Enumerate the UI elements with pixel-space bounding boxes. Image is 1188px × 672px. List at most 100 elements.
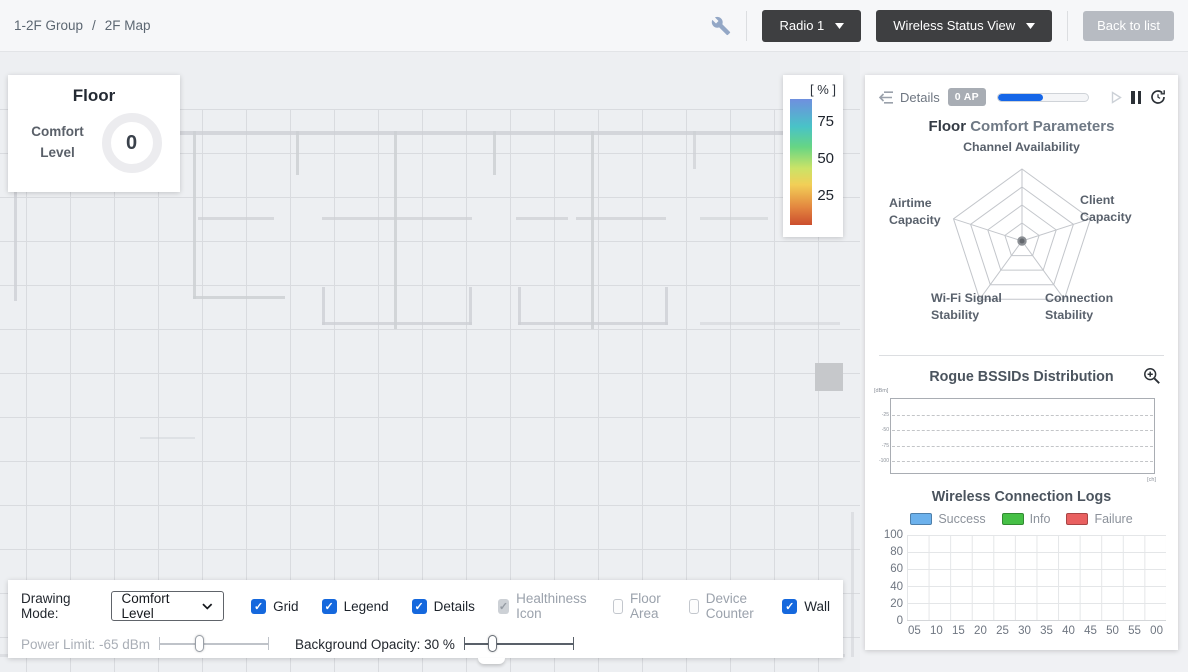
radar-axis-client-capacity: Client Capacity xyxy=(1080,193,1132,224)
checkbox-box: ✓ xyxy=(321,598,337,614)
legend-tick: 25 xyxy=(817,187,834,204)
background-opacity-label: Background Opacity: 30 % xyxy=(295,636,455,652)
wall-line xyxy=(14,131,840,135)
comfort-level-value: 0 xyxy=(125,131,138,154)
wall-line xyxy=(851,512,854,657)
legend-tick: 50 xyxy=(817,150,834,167)
breadcrumb: 1-2F Group / 2F Map xyxy=(14,18,151,33)
checkbox-box: ✓ xyxy=(782,598,798,614)
wall-line xyxy=(469,287,472,325)
wrench-icon[interactable] xyxy=(711,16,731,36)
checkbox-box xyxy=(689,598,699,614)
pause-button[interactable] xyxy=(1131,90,1141,104)
wall-line xyxy=(518,322,668,325)
comfort-parameters-title: Floor Comfort Parameters xyxy=(928,118,1115,135)
zoom-in-icon[interactable] xyxy=(1143,367,1161,388)
legend-swatch-failure xyxy=(1066,513,1089,525)
view-mode-value: Wireless Status View xyxy=(893,18,1016,33)
collapse-left-icon xyxy=(878,90,893,104)
chevron-down-icon xyxy=(835,22,845,29)
map-toolbar: Drawing Mode: Comfort Level ✓ Grid ✓ Legen… xyxy=(8,580,843,664)
highlighted-grid-cell xyxy=(815,363,843,391)
logs-section-title: Wireless Connection Logs xyxy=(931,489,1112,505)
rogue-y-tick: -25 xyxy=(881,411,889,418)
rogue-y-tick: -75 xyxy=(881,442,889,449)
color-scale-legend: [ % ] 75 50 25 xyxy=(783,75,843,237)
toolbar-collapse-handle[interactable] xyxy=(478,658,505,664)
radar-axis-airtime-capacity: Airtime Capacity xyxy=(889,196,941,227)
breadcrumb-group[interactable]: 1-2F Group xyxy=(14,18,84,33)
checkbox-box: ✓ xyxy=(497,598,510,614)
logs-x-axis: 05 10 15 20 25 30 35 40 45 50 55 00 xyxy=(908,625,1163,637)
gridline xyxy=(892,445,1153,447)
checkbox-box: ✓ xyxy=(251,598,267,614)
wall-line xyxy=(493,131,496,175)
rogue-section-title: Rogue BSSIDs Distribution xyxy=(929,369,1114,385)
details-panel: Details 0 AP Floor Comfort Parameters xyxy=(865,75,1178,650)
floor-comfort-card: Floor Comfort Level 0 xyxy=(8,75,180,192)
play-button[interactable] xyxy=(1111,90,1122,104)
rogue-bssids-section: Rogue BSSIDs Distribution [dBm] -25 -50 … xyxy=(865,367,1178,483)
logs-chart: 100 80 60 40 20 0 xyxy=(873,529,1166,627)
details-collapse-control[interactable]: Details xyxy=(877,90,940,105)
wall-line xyxy=(518,287,521,325)
floor-card-title: Floor xyxy=(72,86,116,105)
checkbox-details[interactable]: ✓ Details xyxy=(411,598,475,614)
wall-line xyxy=(700,217,768,220)
refresh-timer-button[interactable] xyxy=(1150,89,1166,105)
drawing-mode-select[interactable]: Comfort Level xyxy=(110,591,225,621)
radio-dropdown[interactable]: Radio 1 xyxy=(762,9,862,42)
wall-line xyxy=(322,217,472,220)
wall-line xyxy=(516,217,568,220)
radar-data-point xyxy=(1016,236,1027,246)
section-divider xyxy=(879,355,1164,356)
logs-y-axis: 100 80 60 40 20 0 xyxy=(883,529,903,627)
color-gradient-bar xyxy=(790,99,812,225)
wall-line xyxy=(576,217,666,220)
checkbox-box: ✓ xyxy=(411,598,427,614)
wall-line xyxy=(322,287,325,325)
wall-line xyxy=(14,131,17,301)
power-limit-slider xyxy=(159,634,270,654)
checkbox-legend[interactable]: ✓ Legend xyxy=(321,598,389,614)
checkbox-healthiness-icon: ✓ Healthiness Icon xyxy=(497,591,587,621)
comfort-radar-chart: Channel Availability Client Capacity Con… xyxy=(865,139,1178,347)
power-limit-slider-thumb xyxy=(195,635,205,652)
refresh-progress-bar xyxy=(996,92,1089,102)
radar-axis-wifi-signal-stability: Wi-Fi Signal Stability xyxy=(931,291,1002,322)
wall-line xyxy=(296,131,299,175)
gridline xyxy=(892,461,1153,463)
wall-line xyxy=(193,131,196,299)
legend-label: Success xyxy=(938,512,986,526)
divider xyxy=(746,10,748,41)
details-label: Details xyxy=(900,89,940,105)
checkbox-floor-area: Floor Area xyxy=(613,591,666,621)
background-opacity-slider-thumb[interactable] xyxy=(488,635,498,652)
rogue-x-axis-unit: [ch] xyxy=(1147,477,1156,483)
background-opacity-slider[interactable] xyxy=(463,634,574,654)
radar-axis-channel-availability: Channel Availability xyxy=(963,140,1080,154)
wireless-connection-logs-section: Wireless Connection Logs Success Info Fa… xyxy=(865,489,1178,637)
wall-line xyxy=(193,296,285,299)
checkbox-grid[interactable]: ✓ Grid xyxy=(251,598,299,614)
chevron-down-icon xyxy=(202,602,213,610)
wall-line xyxy=(140,437,195,439)
ap-count-badge: 0 AP xyxy=(947,88,986,106)
view-mode-dropdown[interactable]: Wireless Status View xyxy=(876,9,1053,42)
legend-label: Failure xyxy=(1094,512,1133,526)
wall-line xyxy=(700,322,840,325)
legend-swatch-success xyxy=(910,513,933,525)
breadcrumb-separator: / xyxy=(92,18,96,33)
comfort-level-label: Comfort Level xyxy=(31,124,84,160)
drawing-mode-value: Comfort Level xyxy=(121,591,170,621)
checkbox-wall[interactable]: ✓ Wall xyxy=(782,598,830,614)
back-to-list-button[interactable]: Back to list xyxy=(1083,10,1174,41)
rogue-y-tick: -100 xyxy=(878,458,889,465)
radar-grid xyxy=(952,168,1091,300)
breadcrumb-current: 2F Map xyxy=(104,18,151,33)
chevron-down-icon xyxy=(1026,22,1036,29)
legend-label: Info xyxy=(1029,512,1051,526)
radar-axis-connection-stability: Connection Stability xyxy=(1045,291,1114,322)
checkbox-device-counter: Device Counter xyxy=(689,591,759,621)
rogue-y-axis-unit: [dBm] xyxy=(874,388,889,394)
